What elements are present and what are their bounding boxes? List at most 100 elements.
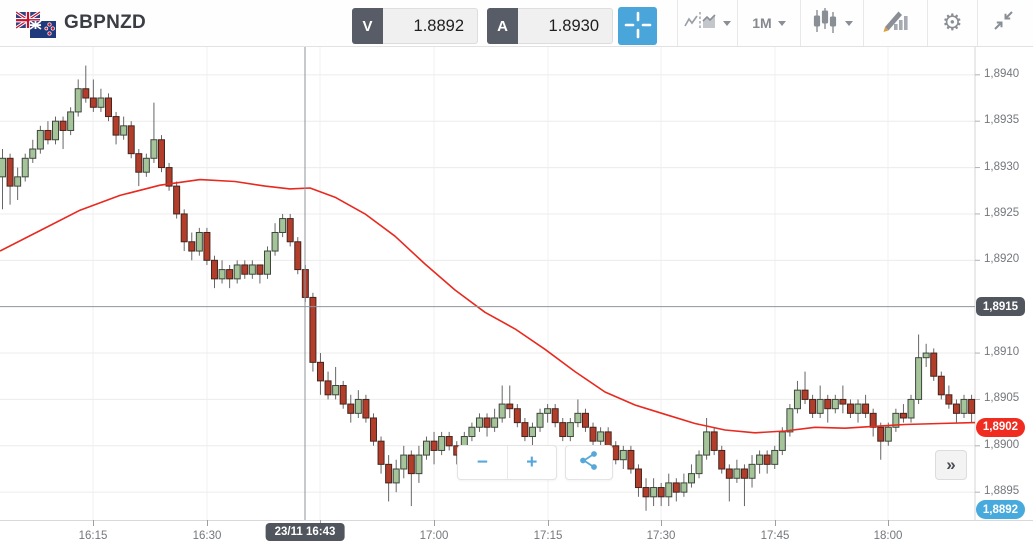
candle-body <box>703 431 711 456</box>
candle-body <box>536 412 544 428</box>
crosshair-icon <box>623 10 653 43</box>
compare-charts-icon <box>683 10 717 37</box>
candle-body <box>74 88 82 113</box>
candle-body <box>51 120 59 141</box>
price-axis-label: 1,8920 <box>984 253 1020 266</box>
candle-body <box>695 454 703 475</box>
settings-gear-icon: ⚙ <box>942 9 963 36</box>
candle-body <box>263 250 271 275</box>
candle-body <box>29 148 37 159</box>
candle-body <box>385 463 393 484</box>
chart-area: 1,8940 1,8935 1,8930 1,8925 1,8920 1,8910 1,89… <box>0 47 1033 520</box>
candle-body <box>491 417 499 428</box>
chevron-down-icon <box>723 20 732 26</box>
time-axis-label: 17:00 <box>419 530 449 542</box>
candle-body <box>748 463 756 479</box>
time-axis-label: 17:15 <box>533 530 563 542</box>
settings-button[interactable]: ⚙ <box>926 0 977 46</box>
share-icon <box>578 450 600 476</box>
candle-body <box>150 139 158 159</box>
compare-charts-dropdown[interactable] <box>677 0 737 46</box>
candle-body <box>347 403 355 414</box>
candle-body <box>581 412 589 428</box>
zoom-out-button[interactable]: − <box>476 451 488 473</box>
candle-body <box>915 357 923 400</box>
candle-body <box>597 431 605 442</box>
candle-body <box>430 440 438 451</box>
candle-body <box>203 231 211 261</box>
candle-body <box>165 167 173 187</box>
candle-body <box>241 264 249 275</box>
candle-body <box>574 412 582 424</box>
candle-body <box>945 394 953 405</box>
chart-toolbar: 1M <box>677 0 1030 46</box>
time-axis-tick <box>93 520 94 526</box>
timeframe-dropdown[interactable]: 1M <box>736 0 800 46</box>
candle-body <box>498 403 506 419</box>
candle-body <box>6 157 14 187</box>
time-axis-tick <box>207 520 208 526</box>
share-button[interactable] <box>565 445 613 480</box>
price-axis-label: 1,8940 <box>984 67 1020 80</box>
candle-body <box>559 422 567 438</box>
candle-body <box>279 218 287 233</box>
candle-body <box>392 468 400 484</box>
sell-quote-button[interactable]: V 1.8892 <box>352 8 478 44</box>
candle-body <box>173 185 181 215</box>
drawing-tools-button[interactable] <box>862 0 927 46</box>
time-axis-tick <box>775 520 776 526</box>
candle-body <box>445 436 453 447</box>
candle-body <box>248 264 256 275</box>
candle-body <box>218 269 226 280</box>
candle-body <box>82 88 90 99</box>
nz-flag <box>29 20 57 39</box>
candle-body <box>612 445 620 461</box>
candle-body <box>907 398 915 419</box>
time-axis-label: 18:00 <box>873 530 903 542</box>
candle-body <box>771 449 779 465</box>
chart-type-dropdown[interactable] <box>799 0 863 46</box>
candle-body <box>127 125 135 155</box>
crosshair-tool-button[interactable] <box>618 7 657 45</box>
candle-body <box>188 241 196 252</box>
candle-body <box>256 264 264 275</box>
candle-body <box>763 454 771 465</box>
chevron-down-icon <box>844 20 853 26</box>
candle-body <box>294 241 302 271</box>
moving-average-line <box>0 178 976 434</box>
candle-body <box>324 380 332 396</box>
buy-quote-button[interactable]: A 1.8930 <box>487 8 613 44</box>
chart-canvas[interactable] <box>0 47 1033 520</box>
candle-body <box>36 129 44 150</box>
candle-body <box>922 352 930 359</box>
candle-body <box>809 398 817 414</box>
sell-price-badge: 1,8892 <box>976 500 1025 519</box>
candle-body <box>657 487 665 498</box>
time-axis-label: 16:15 <box>78 530 108 542</box>
candle-body <box>968 398 976 414</box>
candle-body <box>892 412 900 428</box>
scroll-to-latest-button[interactable]: » <box>935 450 967 480</box>
candle-body <box>634 468 642 489</box>
candle-body <box>44 129 52 141</box>
candle-body <box>316 361 324 382</box>
collapse-chart-button[interactable] <box>976 0 1030 46</box>
sell-label: V <box>352 8 383 44</box>
price-axis-label: 1,8895 <box>984 485 1020 498</box>
candles <box>0 65 976 511</box>
candle-body <box>0 157 6 178</box>
candle-body <box>710 431 718 451</box>
candle-body <box>854 403 862 414</box>
zoom-in-button[interactable]: + <box>506 446 557 479</box>
candle-body <box>839 398 847 405</box>
candle-body <box>952 403 960 414</box>
candle-body <box>566 422 574 438</box>
price-axis-label: 1,8935 <box>984 114 1020 127</box>
candle-body <box>528 426 536 438</box>
candle-body <box>89 97 97 108</box>
candle-body <box>899 412 907 419</box>
candle-body <box>930 352 938 377</box>
candle-body <box>377 440 385 465</box>
candle-body <box>604 431 612 447</box>
